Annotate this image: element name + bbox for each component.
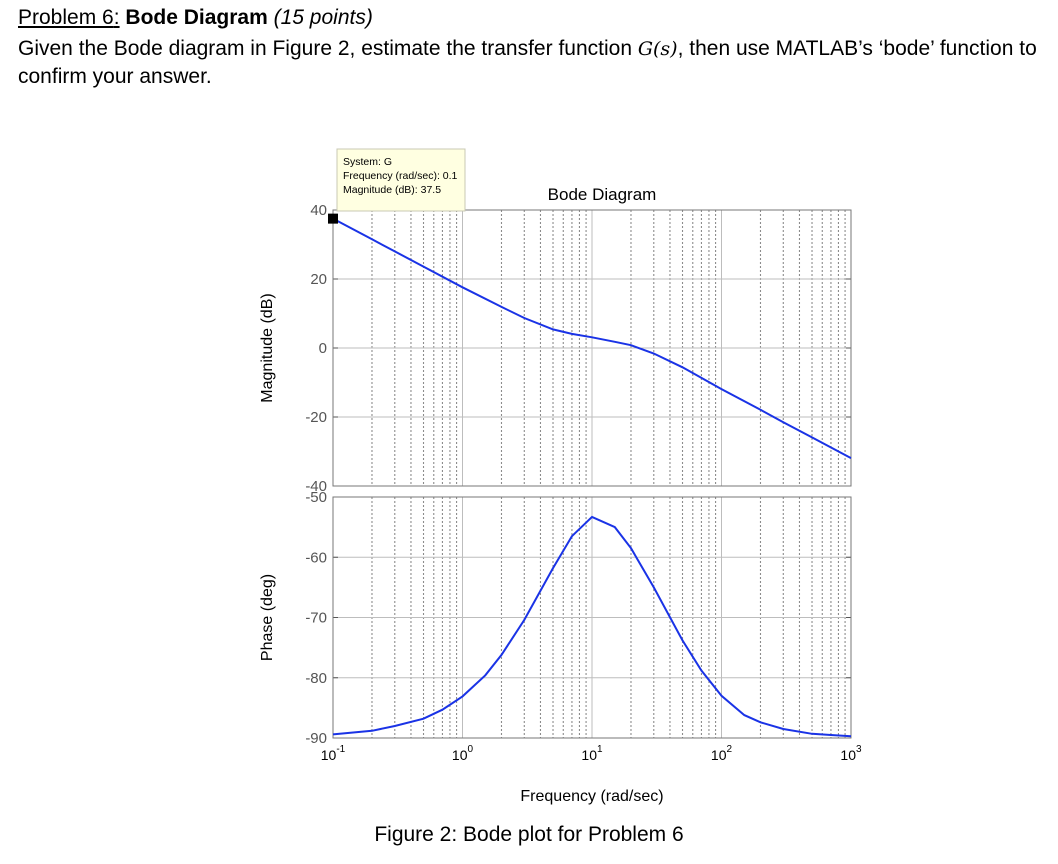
problem-colon: : [113,6,120,29]
phase-curve [332,515,852,738]
y-tick-label: 0 [319,340,327,357]
problem-heading: Problem 6: Bode Diagram (15 points) [18,4,373,32]
datatip-box [336,148,466,212]
x-axis-label: Frequency (rad/sec) [520,788,663,805]
problem-points: (15 points) [273,6,373,29]
x-tick-label: 102 [711,744,733,763]
datatip-line: System: G [343,156,392,168]
datatip-marker [328,213,338,224]
phase-ylabel: Phase (deg) [259,574,276,661]
x-tick-label: 103 [840,744,862,763]
datatip: System: G Frequency (rad/sec): 0.1 Magnitu… [328,148,466,224]
chart-title: Bode Diagram [548,185,657,204]
problem-number: Problem 6 [18,6,114,29]
question-text-2: , then use MATLAB’s ‘bode’ function to c… [18,37,1037,88]
y-tick-label: -60 [305,549,327,566]
x-tick-label: 10-1 [321,744,346,763]
figure-caption: Figure 2: Bode plot for Problem 6 [374,823,684,846]
problem-question: Given the Bode diagram in Figure 2, esti… [18,35,1048,91]
y-tick-label: -50 [305,489,327,506]
x-tick-label: 100 [452,744,474,763]
y-tick-label: -90 [305,730,327,747]
phase-axes-border [332,496,852,739]
problem-number-part: Problem 6: [18,6,120,29]
magnitude-curve [332,217,852,459]
question-text-1: Given the Bode diagram in Figure 2, esti… [18,37,638,60]
datatip-line: Frequency (rad/sec): 0.1 [343,170,458,182]
y-tick-label: -80 [305,670,327,687]
transfer-function-symbol: G(s) [637,38,678,60]
y-tick-label: 40 [310,202,327,219]
x-tick-label: 101 [581,744,603,763]
datatip-line: Magnitude (dB): 37.5 [343,184,441,196]
y-tick-label: -20 [305,409,327,426]
magnitude-axes-border [332,209,852,487]
magnitude-ylabel: Magnitude (dB) [259,293,276,402]
problem-title: Bode Diagram [125,6,268,29]
magnitude-panel: 40 20 0 -20 -40 Magnitude (dB) [259,202,852,495]
y-tick-label: -70 [305,610,327,627]
y-tick-label: 20 [310,271,327,288]
phase-panel: -50 -60 -70 -80 -90 Phase (deg) [259,489,852,747]
y-tick-label: -40 [305,478,327,495]
